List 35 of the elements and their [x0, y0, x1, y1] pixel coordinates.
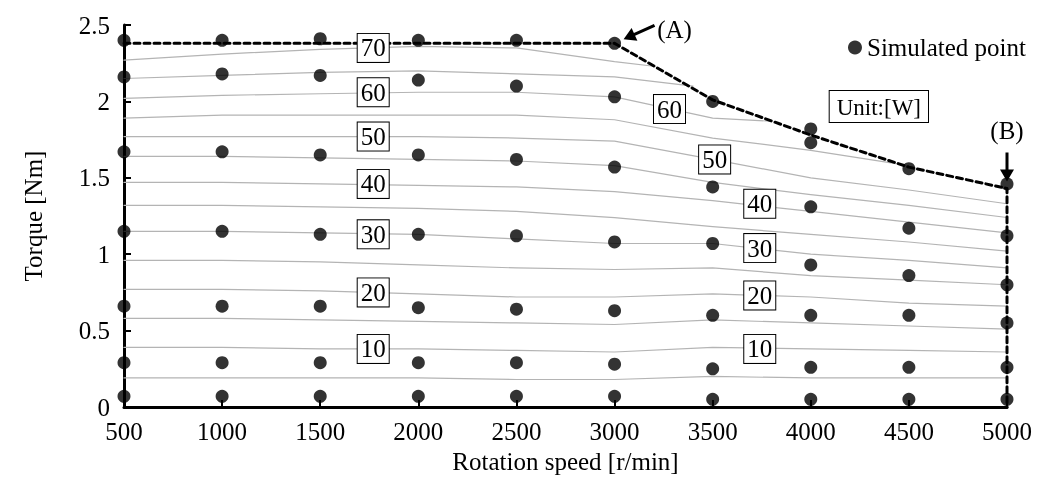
annotation: 20	[360, 278, 386, 306]
annotation: 30	[360, 220, 386, 248]
annotation: 40	[360, 170, 386, 198]
annotation: 60	[360, 78, 386, 106]
x-tick-label: 2500	[491, 418, 542, 445]
legend-label: Simulated point	[866, 34, 1027, 61]
annotation: 70	[360, 34, 386, 62]
annotation: 10	[747, 335, 773, 363]
annotation: (A)	[657, 15, 692, 44]
x-tick-label: 500	[105, 418, 143, 445]
y-tick-label: 1.5	[78, 164, 110, 192]
y-tick-label: 0	[97, 393, 110, 421]
y-tick-label: 2.5	[78, 11, 110, 39]
annotation: (B)	[990, 117, 1024, 145]
x-tick-label: 4500	[883, 418, 934, 445]
x-tick-label: 5000	[982, 418, 1032, 445]
x-tick-label: 3500	[687, 418, 738, 445]
annotation: 10	[360, 335, 386, 363]
y-tick-label: 0.5	[78, 317, 110, 345]
annotation: 40	[747, 190, 773, 218]
annotation: 50	[702, 145, 728, 173]
y-tick-label: 1	[97, 240, 110, 268]
annotation: Unit:[W]	[836, 95, 922, 120]
x-tick-label: 1500	[295, 418, 346, 445]
x-tick-label: 2000	[393, 418, 444, 445]
y-axis-title: Torque [Nm]	[20, 150, 47, 282]
y-tick-label: 2	[97, 87, 110, 115]
annotation: 20	[747, 281, 773, 309]
x-axis-title: Rotation speed [r/min]	[452, 447, 679, 475]
x-tick-label: 4000	[785, 418, 836, 445]
annotation: 50	[360, 123, 386, 151]
x-tick-label: 1000	[197, 418, 248, 445]
annotation: 30	[747, 234, 773, 262]
x-tick-label: 3000	[589, 418, 640, 445]
annotation: 60	[657, 95, 682, 123]
